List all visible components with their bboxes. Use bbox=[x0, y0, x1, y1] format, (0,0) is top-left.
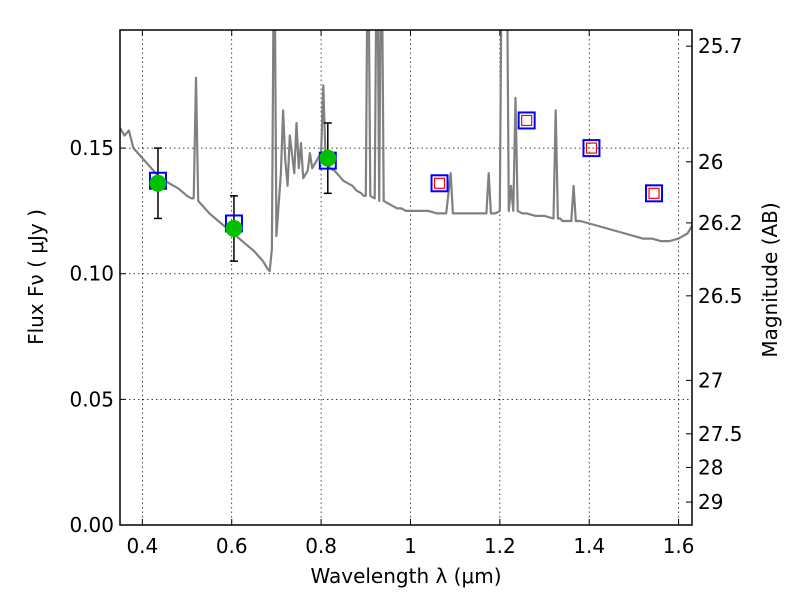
y-tick-label: 0.10 bbox=[69, 262, 114, 286]
observed-flux-point bbox=[149, 174, 167, 192]
y2-tick-label: 25.7 bbox=[698, 34, 743, 58]
x-axis-label: Wavelength λ (μm) bbox=[310, 564, 501, 588]
y2-tick-label: 26.2 bbox=[698, 211, 743, 235]
grid-lines bbox=[120, 30, 692, 525]
upper-limit-square bbox=[585, 142, 598, 154]
upper-limit-square bbox=[433, 177, 446, 189]
model-photometry-square bbox=[645, 184, 664, 203]
upper-limit-square bbox=[521, 114, 533, 127]
x-tick-label: 1.4 bbox=[573, 534, 605, 558]
x-tick-label: 1.2 bbox=[484, 534, 516, 558]
x-tick-label: 1 bbox=[404, 534, 417, 558]
model-photometry-square bbox=[430, 174, 449, 193]
model-photometry-square bbox=[517, 111, 536, 130]
y2-tick-label: 26 bbox=[698, 150, 723, 174]
model-photometry-square bbox=[582, 139, 601, 158]
y2-axis-ticks: 25.7 26 26.2 26.5 27 27.5 28 29 bbox=[686, 34, 743, 514]
x-tick-label: 1.6 bbox=[663, 534, 695, 558]
model-spectrum bbox=[120, 30, 692, 273]
y-axis-label: Flux Fν ( μJy ) bbox=[24, 209, 48, 345]
observed-flux-point bbox=[225, 220, 243, 238]
spectrum-line bbox=[120, 30, 692, 273]
plot-frame bbox=[119, 29, 693, 526]
y2-tick-label: 27.5 bbox=[698, 422, 743, 446]
y-tick-label: 0.05 bbox=[69, 387, 114, 411]
y2-tick-label: 28 bbox=[698, 455, 723, 479]
y2-tick-label: 27 bbox=[698, 368, 723, 392]
y-tick-label: 0.15 bbox=[69, 136, 114, 160]
y2-axis-label: Magnitude (AB) bbox=[758, 202, 782, 357]
x-axis-ticks: 0.4 0.6 0.8 1 1.2 1.4 1.6 bbox=[126, 30, 695, 558]
observed-flux-point bbox=[319, 149, 337, 167]
y2-tick-label: 29 bbox=[698, 490, 723, 514]
x-tick-label: 0.8 bbox=[305, 534, 337, 558]
y-axis-ticks: 0.00 0.05 0.10 0.15 bbox=[69, 136, 126, 537]
upper-limit-square bbox=[648, 187, 660, 199]
y2-tick-label: 26.5 bbox=[698, 284, 743, 308]
photometry-points bbox=[148, 111, 664, 262]
x-tick-label: 0.6 bbox=[216, 534, 248, 558]
y-tick-label: 0.00 bbox=[69, 513, 114, 537]
x-tick-label: 0.4 bbox=[126, 534, 158, 558]
